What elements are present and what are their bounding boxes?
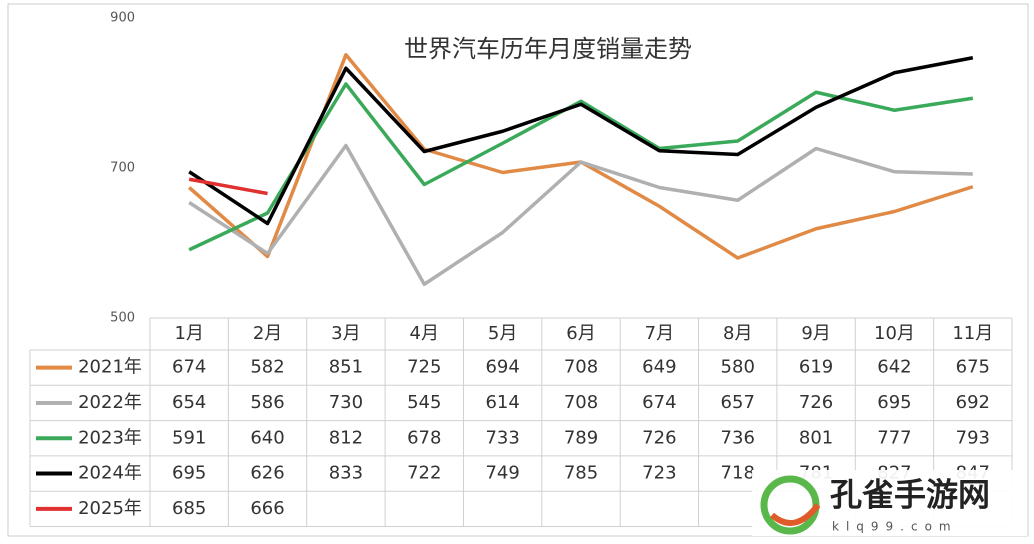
series-line: [188, 143, 973, 286]
table-value: 674: [172, 357, 206, 378]
table-value: 678: [407, 427, 441, 448]
table-value: 833: [329, 463, 363, 484]
table-value: 722: [407, 463, 441, 484]
table-value: 614: [485, 392, 519, 413]
table-value: 666: [250, 498, 284, 519]
x-tick-label: 9月: [801, 323, 830, 344]
table-value: 674: [642, 392, 676, 413]
legend-label: 2021年: [78, 357, 142, 378]
table-value: 694: [485, 357, 519, 378]
x-tick-label: 11月: [952, 323, 993, 344]
watermark: 孔雀手游网 klq99.com: [752, 470, 1027, 536]
x-tick-label: 5月: [488, 323, 517, 344]
table-value: 812: [329, 427, 363, 448]
series-line: [188, 56, 974, 226]
x-tick-label: 3月: [331, 323, 360, 344]
x-tick-label: 1月: [174, 323, 203, 344]
x-tick-label: 10月: [874, 323, 915, 344]
table-value: 851: [329, 357, 363, 378]
table-value: 736: [721, 427, 755, 448]
table-value: 726: [799, 392, 833, 413]
table-value: 793: [956, 427, 990, 448]
table-value: 789: [564, 427, 598, 448]
table-value: 801: [799, 427, 833, 448]
table-value: 591: [172, 427, 206, 448]
table-value: 723: [642, 463, 676, 484]
y-tick-label: 700: [110, 161, 135, 176]
series-line: [188, 82, 974, 252]
chart-border: [7, 3, 1029, 537]
table-value: 640: [250, 427, 284, 448]
x-tick-label: 2月: [253, 323, 282, 344]
table-value: 654: [172, 392, 206, 413]
watermark-url: klq99.com: [832, 520, 958, 534]
table-value: 785: [564, 463, 598, 484]
table-value: 586: [250, 392, 284, 413]
table-value: 675: [956, 357, 990, 378]
table-value: 777: [877, 427, 911, 448]
series-line: [188, 177, 268, 196]
table-value: 619: [799, 357, 833, 378]
table-value: 695: [877, 392, 911, 413]
x-tick-label: 6月: [566, 323, 595, 344]
table-value: 626: [250, 463, 284, 484]
table-value: 725: [407, 357, 441, 378]
chart-title: 世界汽车历年月度销量走势: [404, 35, 692, 63]
table-value: 545: [407, 392, 441, 413]
table-value: 657: [721, 392, 755, 413]
legend-label: 2025年: [78, 498, 142, 519]
table-value: 730: [329, 392, 363, 413]
table-value: 695: [172, 463, 206, 484]
table-value: 580: [721, 357, 755, 378]
table-value: 749: [485, 463, 519, 484]
table-value: 685: [172, 498, 206, 519]
table-value: 708: [564, 392, 598, 413]
y-tick-label: 900: [110, 11, 135, 26]
table-value: 582: [250, 357, 284, 378]
y-tick-label: 500: [110, 311, 135, 326]
watermark-logo: [770, 503, 821, 526]
table-value: 708: [564, 357, 598, 378]
table-value: 649: [642, 357, 676, 378]
table-value: 726: [642, 427, 676, 448]
legend-label: 2023年: [78, 427, 142, 448]
legend-label: 2022年: [78, 392, 142, 413]
x-tick-label: 7月: [645, 323, 674, 344]
table-value: 642: [877, 357, 911, 378]
table-value: 692: [956, 392, 990, 413]
legend-label: 2024年: [78, 463, 142, 484]
x-tick-label: 8月: [723, 323, 752, 344]
table-value: 733: [485, 427, 519, 448]
watermark-name: 孔雀手游网: [830, 476, 990, 514]
x-tick-label: 4月: [410, 323, 439, 344]
table-value: 718: [721, 463, 755, 484]
